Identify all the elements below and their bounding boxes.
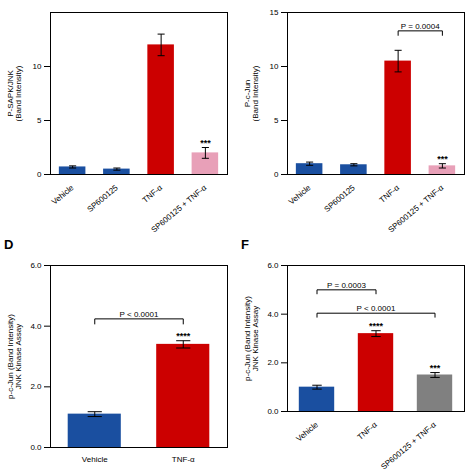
svg-text:p-c-Jun (Band Intensity)JNK Ki: p-c-Jun (Band Intensity)JNK Kinase Assay (243, 296, 260, 381)
svg-text:2.0: 2.0 (267, 358, 279, 367)
svg-text:0.0: 0.0 (267, 407, 279, 416)
svg-text:2.0: 2.0 (30, 382, 42, 391)
svg-text:SP600125 + TNF-α: SP600125 + TNF-α (387, 183, 446, 234)
svg-text:4.0: 4.0 (30, 322, 42, 331)
svg-text:****: **** (176, 331, 191, 341)
svg-text:Vehicle: Vehicle (287, 183, 313, 207)
svg-text:Vehicle: Vehicle (294, 420, 320, 444)
html-text:F: F (241, 237, 249, 252)
svg-text:TNF-α: TNF-α (378, 183, 402, 205)
svg-text:p-c-Jun (Band Intensity)JNK Ki: p-c-Jun (Band Intensity)JNK Kinase Assay (6, 314, 23, 399)
svg-text:***: *** (437, 154, 448, 164)
svg-text:P = 0.0004: P = 0.0004 (401, 22, 440, 31)
svg-text:****: **** (369, 321, 384, 331)
svg-text:P < 0.0001: P < 0.0001 (357, 304, 396, 313)
svg-text:0: 0 (37, 170, 42, 179)
svg-text:TNF-α: TNF-α (141, 183, 165, 205)
svg-text:0.0: 0.0 (30, 443, 42, 452)
svg-text:P-SAPK/JNK(Band Intensity): P-SAPK/JNK(Band Intensity) (6, 65, 23, 121)
svg-text:6.0: 6.0 (30, 261, 42, 270)
svg-text:4.0: 4.0 (267, 310, 279, 319)
svg-text:SP600125 + TNF-α: SP600125 + TNF-α (150, 183, 209, 234)
svg-text:Vehicle: Vehicle (82, 455, 108, 464)
svg-text:***: *** (200, 138, 211, 148)
svg-text:10: 10 (270, 62, 279, 71)
svg-text:6.0: 6.0 (267, 261, 279, 270)
svg-text:TNF-α: TNF-α (356, 420, 380, 442)
svg-text:TNF-α: TNF-α (172, 455, 195, 464)
svg-text:P = 0.0003: P = 0.0003 (327, 281, 366, 290)
svg-text:10: 10 (33, 62, 42, 71)
svg-text:0: 0 (274, 170, 279, 179)
svg-text:15: 15 (270, 8, 279, 17)
svg-text:Vehicle: Vehicle (50, 183, 76, 207)
svg-text:P-c-Jun(Band Intensity): P-c-Jun(Band Intensity) (243, 65, 260, 121)
svg-text:SP600125 + TNF-α: SP600125 + TNF-α (379, 420, 438, 471)
svg-text:P < 0.0001: P < 0.0001 (120, 310, 159, 319)
html-text:D: D (4, 237, 14, 252)
svg-text:SP600125: SP600125 (85, 183, 120, 214)
svg-text:5: 5 (37, 116, 42, 125)
svg-text:SP600125: SP600125 (322, 183, 357, 214)
svg-text:5: 5 (274, 116, 279, 125)
svg-text:***: *** (430, 363, 441, 373)
